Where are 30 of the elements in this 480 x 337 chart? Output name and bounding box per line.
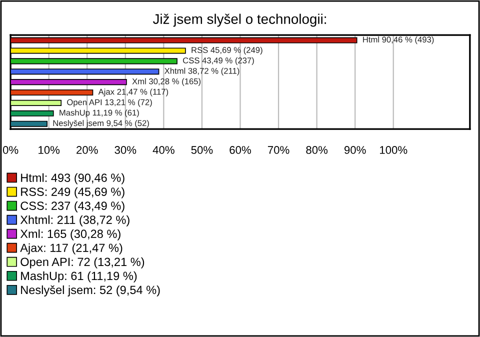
legend-label: Neslyšel jsem: 52 (9,54 %) [21, 285, 160, 296]
data-label: CSS 43,49 % (237) [183, 57, 254, 66]
legend-label: CSS: 237 (43,49 %) [20, 201, 124, 212]
legend-label: Open API: 72 (13,21 %) [20, 257, 144, 268]
legend-label: Xhtml: 211 (38,72 %) [20, 215, 130, 226]
data-label: RSS 45,69 % (249) [192, 46, 262, 55]
x-tick-label: 30% [114, 146, 136, 154]
legend-label: MashUp: 61 (11,19 %) [21, 271, 137, 282]
data-label: Xhtml 38,72 % (211) [164, 68, 240, 76]
x-tick-label: 60% [230, 146, 251, 154]
data-label: MashUp 11,19 % (61) [60, 110, 139, 118]
x-tick-label: 20% [76, 146, 98, 154]
chart-title: Již jsem slyšel o technologii: [152, 14, 326, 27]
x-tick-label: 70% [268, 146, 290, 154]
data-label: Xml 30,28 % (165) [132, 78, 201, 86]
legend-label: Xml: 165 (30,28 %) [20, 229, 120, 240]
x-tick-label: 40% [152, 146, 174, 154]
legend-label: Ajax: 117 (21,47 %) [20, 243, 122, 254]
x-tick-label: 100% [380, 146, 408, 154]
x-tick-label: 90% [344, 146, 366, 154]
data-label: Ajax 21,47 % (117) [98, 88, 168, 96]
x-tick-label: 50% [191, 146, 213, 154]
x-tick-label: 80% [306, 146, 328, 154]
data-label: Open API 13,21 % (72) [67, 99, 152, 107]
legend-label: Html: 493 (90,46 %) [21, 173, 124, 184]
x-tick-label: 0% [2, 146, 18, 154]
legend-label: RSS: 249 (45,69 %) [21, 187, 124, 198]
data-label: Neslyšel jsem 9,54 % (52) [53, 120, 149, 128]
data-label: Html 90,46 % (493) [363, 36, 434, 44]
x-tick-label: 10% [38, 146, 60, 154]
